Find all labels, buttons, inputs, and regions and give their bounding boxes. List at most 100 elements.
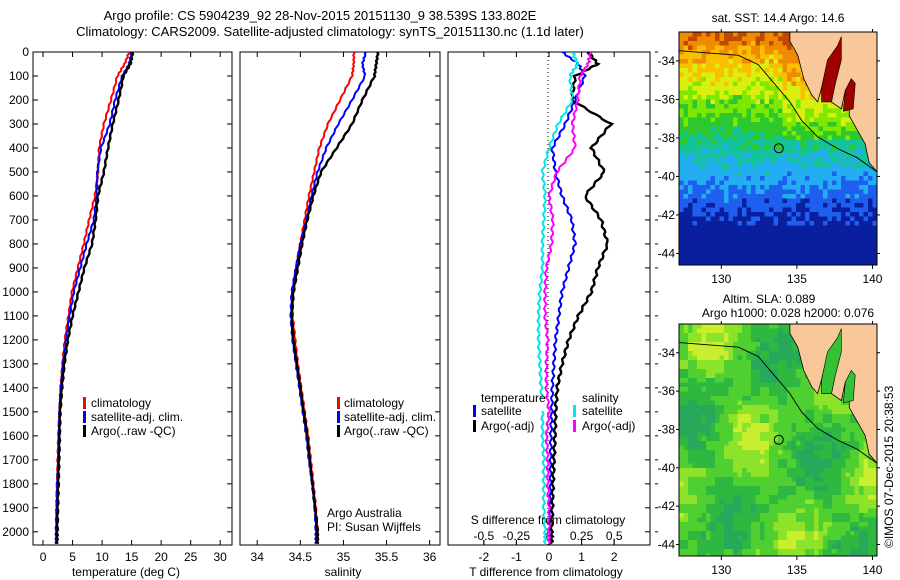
map-cell [773, 517, 779, 523]
map-cell [679, 382, 684, 388]
map-cell [737, 450, 743, 455]
map-cell [773, 50, 779, 55]
map-cell [769, 522, 774, 527]
map-cell [688, 346, 693, 352]
map-cell [710, 248, 716, 253]
map-cell [845, 454, 851, 460]
map-cell [755, 409, 761, 415]
map-cell [773, 495, 779, 500]
map-cell [791, 382, 797, 388]
map-cell [679, 144, 684, 150]
map-cell [769, 324, 774, 329]
map-cell [818, 414, 824, 419]
map-cell [796, 499, 801, 505]
map-cell [818, 117, 824, 123]
map-cell [850, 230, 855, 235]
map-cell [827, 248, 833, 253]
map-cell [791, 189, 797, 195]
map-cell [800, 414, 806, 419]
map-cell [692, 261, 698, 265]
map-cell [737, 382, 743, 388]
map-cell [850, 257, 855, 262]
difference-legend: temperature satellite Argo(-adj) salinit… [473, 391, 635, 433]
map-cell [796, 490, 801, 496]
map-cell [827, 252, 833, 258]
map-cell [737, 364, 743, 370]
map-cell [760, 454, 765, 460]
map-cell [827, 113, 833, 118]
map-cell [728, 490, 734, 496]
map-cell [818, 418, 824, 424]
map-cell [872, 180, 877, 186]
map-cell [818, 126, 824, 132]
map-cell [679, 45, 684, 51]
map-cell [737, 396, 743, 401]
map-cell [827, 158, 833, 163]
map-cell [697, 212, 702, 217]
map-cell [845, 185, 851, 190]
map-cell [868, 481, 873, 487]
map-cell [742, 243, 747, 249]
map-cell [850, 131, 855, 136]
map-cell [809, 144, 815, 150]
map-cell [683, 68, 689, 73]
map-cell [697, 553, 702, 556]
map-cell [746, 221, 752, 226]
map-cell [746, 149, 752, 154]
map-cell [697, 418, 702, 424]
map-cell [827, 203, 833, 208]
map-cell [751, 378, 756, 383]
map-cell [737, 418, 743, 424]
map-cell [683, 225, 689, 231]
map-cell [701, 468, 707, 473]
map-cell [850, 549, 855, 554]
map-cell [769, 221, 774, 226]
x-tick-label: 30 [214, 550, 228, 564]
map-cell [814, 477, 819, 482]
map-cell [809, 131, 815, 136]
map-cell [728, 41, 734, 46]
map-cell [769, 230, 774, 235]
map-cell [769, 544, 774, 550]
map-cell [742, 216, 747, 222]
map-cell [692, 391, 698, 397]
map-cell [778, 445, 783, 451]
map-cell [697, 230, 702, 235]
map-cell [697, 99, 702, 105]
map-cell [854, 167, 860, 172]
map-cell [710, 526, 716, 532]
map-cell [841, 234, 846, 240]
map-cell [733, 68, 738, 73]
map-cell [719, 198, 725, 204]
map-cell [728, 239, 734, 244]
map-cell [697, 86, 702, 91]
map-cell [683, 122, 689, 127]
map-cell [719, 342, 725, 347]
map-cell [715, 333, 720, 338]
map-cell [814, 414, 819, 419]
map-cell [769, 481, 774, 487]
map-cell [778, 41, 783, 46]
map-cell [836, 230, 842, 235]
map-cell [701, 126, 707, 132]
map-cell [688, 117, 693, 123]
map-cell [841, 495, 846, 500]
map-cell [679, 427, 684, 433]
map-cell [683, 117, 689, 123]
map-cell [823, 418, 828, 424]
map-cell [782, 414, 788, 419]
map-cell [863, 198, 869, 204]
map-cell [679, 41, 684, 46]
map-cell [737, 32, 743, 37]
map-cell [814, 549, 819, 554]
map-cell [782, 324, 788, 329]
map-cell [737, 463, 743, 469]
map-cell [697, 468, 702, 473]
map-cell [836, 140, 842, 145]
map-cell [814, 450, 819, 455]
map-cell [692, 243, 698, 249]
map-cell [751, 248, 756, 253]
map-cell [859, 459, 864, 464]
map-cell [863, 189, 869, 195]
map-cell [796, 239, 801, 244]
